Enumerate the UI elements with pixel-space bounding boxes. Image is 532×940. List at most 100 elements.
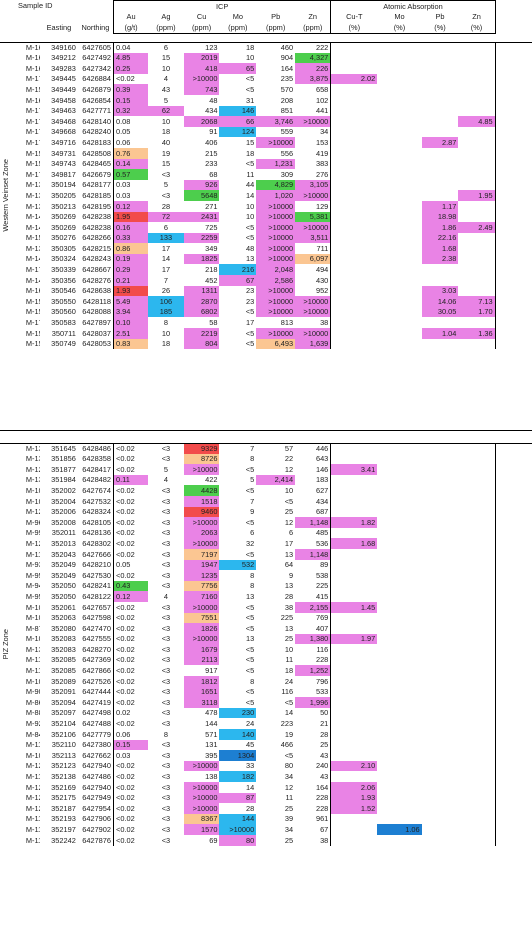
cell-cu: 5648 [183, 190, 220, 201]
cell-cu-t-pct [331, 697, 377, 708]
cell-mo: 32 [245, 538, 255, 548]
cell-zn: 4,327 [295, 52, 332, 64]
table-row: M-14535026964282380.166725<5>10000>10000… [0, 222, 532, 233]
cell-mo-pct [377, 328, 421, 339]
cell-cu: 725 [205, 222, 218, 232]
cell-cu-t-pct [331, 180, 377, 191]
cell-pb: 25 [284, 803, 294, 813]
cell-mo: <5 [245, 623, 255, 633]
cell-mo-pct [377, 697, 421, 708]
cell-zn: 5,381 [295, 211, 332, 223]
cell-cu-t-pct [331, 169, 377, 180]
cell-pb-pct [422, 740, 459, 751]
cell-mo: <5 [245, 655, 255, 665]
cell-pb-pct [422, 159, 459, 170]
cell-zn: 43 [295, 771, 332, 782]
cell-easting: 352169 [51, 782, 76, 792]
cell-ag: <3 [161, 835, 171, 845]
cell-sample-id: M-86 [25, 697, 40, 707]
cell-easting: 351877 [51, 464, 76, 474]
cell-pb-pct [422, 803, 459, 814]
cell-zn: 240 [295, 760, 332, 772]
table-row: PIZ ZoneM-1353516456428486<0.02<39329757… [0, 443, 532, 659]
cell-mo: <5 [245, 328, 255, 338]
cell-cu: 1679 [183, 644, 220, 655]
cell-au: 0.15 [113, 739, 149, 751]
cell-pb-pct [422, 180, 459, 191]
cell-mo: <5 [245, 613, 255, 623]
cell-cu: >10000 [183, 792, 220, 804]
cell-zn-pct [458, 52, 496, 64]
cell-cu: 271 [205, 201, 218, 211]
cell-sample-id: M-106 [25, 676, 40, 686]
cell-pb: 11 [285, 793, 294, 803]
cell-northing: 6428238 [82, 222, 112, 232]
cell-cu: >10000 [183, 633, 220, 645]
cell-mo: 11 [246, 169, 255, 179]
cell-pb: 18 [284, 666, 294, 676]
cell-easting: 350276 [51, 233, 76, 243]
cell-pb: 6,493 [256, 338, 296, 350]
cell-northing: 6427902 [82, 824, 112, 834]
cell-pb: 9 [289, 570, 294, 580]
cell-pb-pct [422, 814, 459, 825]
cell-mo-pct [377, 254, 421, 265]
cell-pb-pct [422, 591, 459, 602]
cell-pb: >10000 [256, 296, 296, 307]
cell-northing: 6428210 [82, 560, 112, 570]
cell-ag: 6 [163, 42, 168, 52]
cell-au: 0.04 [113, 42, 149, 53]
cell-easting: 349445 [51, 74, 76, 84]
cell-cu-t-pct [331, 201, 377, 212]
cell-cu-t-pct [331, 560, 377, 571]
cell-mo: 44 [245, 180, 255, 190]
cell-zn: 952 [295, 285, 332, 297]
table-row: M-121 352187 6427954<0.02 <3 >10000 28 252281.… [0, 803, 532, 814]
cell-au: <0.02 [113, 517, 149, 528]
cell-mo-pct [377, 676, 421, 687]
cell-zn-pct [458, 317, 496, 329]
cell-au: <0.02 [113, 633, 149, 645]
cell-ag: 19 [161, 148, 171, 158]
col-ag: Ag [161, 12, 171, 22]
cell-easting: 352011 [51, 528, 76, 538]
cell-zn-pct [458, 792, 496, 804]
cell-cu-t-pct [331, 317, 377, 328]
cell-au: <0.02 [113, 792, 149, 804]
cell-easting: 351645 [51, 443, 76, 453]
cell-ag: 26 [161, 286, 171, 296]
cell-ag: 28 [161, 201, 171, 211]
table-row: M-123 352169 6427940<0.02 <3 >10000 14 121642.… [0, 782, 532, 793]
cell-northing: 6428302 [82, 538, 112, 548]
cell-mo-pct [377, 137, 421, 148]
cell-northing: 6427666 [82, 549, 112, 559]
cell-au: 0.11 [113, 474, 149, 486]
cell-northing: 6427555 [82, 634, 112, 644]
cell-cu: >10000 [183, 601, 220, 613]
cell-sample-id: M-99 [25, 528, 40, 538]
cell-easting: 351856 [51, 454, 76, 464]
cell-cu: 1235 [183, 570, 220, 581]
cell-pb: >10000 [256, 222, 296, 233]
cell-northing: 6427488 [82, 719, 112, 729]
cell-mo: 24 [245, 719, 255, 729]
cell-pb: >10000 [256, 328, 296, 339]
cell-ag: 6 [163, 222, 168, 232]
cell-easting: 352061 [51, 602, 76, 612]
col-easting: Easting [46, 23, 72, 33]
cell-zn: 538 [295, 570, 332, 581]
cell-mo-pct [377, 655, 421, 666]
cell-northing: 6427940 [82, 782, 112, 792]
cell-zn: 446 [295, 443, 332, 454]
cell-northing: 6426884 [82, 74, 112, 84]
cell-cu: 1651 [183, 686, 220, 698]
cell-mo: 18 [245, 148, 255, 158]
cell-easting: 350560 [51, 307, 76, 317]
cell-pb: 225 [280, 613, 294, 623]
cell-easting: 352097 [51, 708, 76, 718]
